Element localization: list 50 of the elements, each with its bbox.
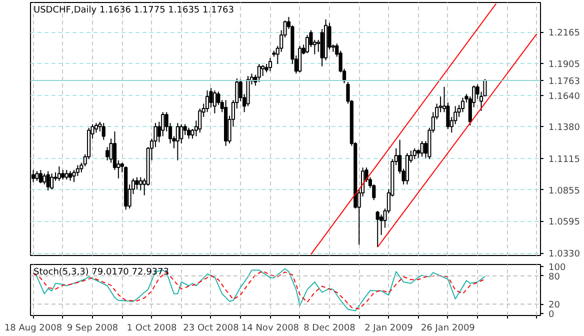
candlestick	[460, 97, 465, 113]
candlestick	[420, 140, 424, 158]
ref-line-label: 1.1763	[548, 76, 580, 87]
y-tick-label: 1.0855	[548, 186, 580, 196]
candlestick	[61, 169, 65, 180]
candlestick	[50, 173, 54, 190]
candlestick	[138, 176, 142, 191]
y-tick-label: 0	[548, 310, 554, 320]
candlestick	[183, 124, 187, 136]
y-tick-label: 80	[548, 272, 560, 282]
candlestick	[35, 170, 39, 182]
y-tick-label: 1.2165	[548, 28, 580, 39]
candlestick	[42, 173, 46, 185]
candlestick	[376, 210, 380, 248]
candlestick	[68, 170, 72, 182]
candlestick	[180, 124, 184, 144]
chart-title: USDCHF,Daily 1.1636 1.1775 1.1635 1.1763	[34, 6, 234, 16]
candlestick	[135, 176, 139, 190]
candlestick	[102, 122, 106, 140]
candlestick	[298, 45, 302, 73]
y-tick-label: 1.1380	[548, 123, 580, 134]
y-tick-label: 1.1115	[548, 155, 580, 166]
x-tick-label: 14 Nov 2008	[241, 324, 300, 334]
y-tick-label: 20	[548, 300, 560, 311]
candlestick	[412, 148, 416, 160]
x-tick-label: 1 Oct 2008	[126, 324, 177, 334]
candlestick	[268, 57, 272, 72]
candlestick	[64, 169, 68, 180]
x-tick-label: 8 Dec 2008	[304, 324, 356, 334]
candlestick	[176, 122, 180, 161]
candlestick	[261, 64, 265, 76]
candlestick	[57, 166, 61, 182]
y-tick-label: 1.0595	[548, 218, 580, 228]
x-tick-label: 18 Aug 2008	[4, 324, 62, 334]
candlestick	[46, 170, 50, 191]
candlestick	[205, 90, 210, 113]
x-tick-label: 2 Jan 2009	[364, 324, 414, 334]
candlestick	[72, 169, 76, 183]
candlestick	[186, 127, 191, 140]
candlestick	[257, 63, 261, 83]
x-tick-label: 26 Jan 2009	[420, 324, 476, 334]
candlestick	[106, 146, 110, 161]
y-tick-label: 100	[548, 262, 566, 273]
x-tick-label: 23 Oct 2008	[183, 324, 240, 334]
y-tick-label: 1.1905	[548, 60, 580, 70]
y-tick-label: 1.1640	[548, 92, 580, 102]
y-tick-label: 1.0330	[548, 250, 580, 260]
x-tick-label: 9 Sep 2008	[66, 324, 118, 334]
candlestick	[212, 90, 216, 114]
candlestick	[38, 169, 42, 184]
